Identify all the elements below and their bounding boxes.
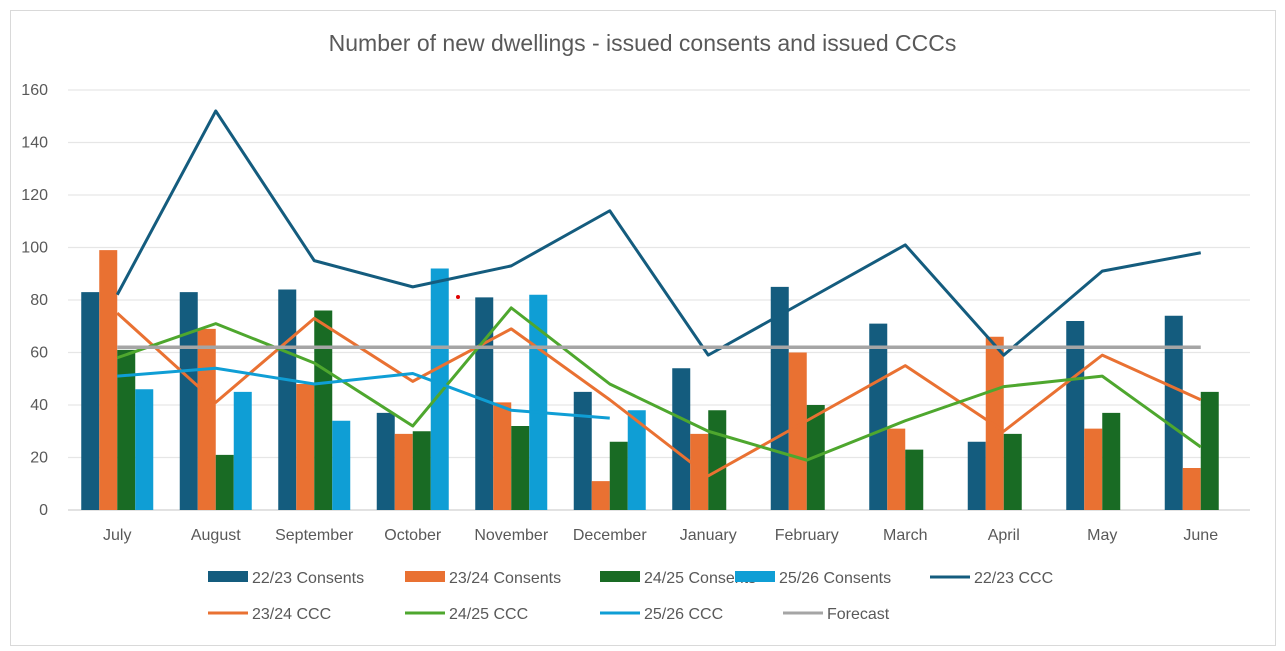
- chart-title: Number of new dwellings - issued consent…: [328, 30, 957, 56]
- line-series: [115, 109, 1202, 357]
- bar: [197, 328, 216, 510]
- chart-frame: [10, 10, 1276, 646]
- bar: [1182, 468, 1201, 510]
- y-tick-label: 140: [21, 135, 48, 152]
- x-tick-label: November: [474, 527, 548, 544]
- legend-label: 24/25 CCC: [449, 606, 528, 623]
- bar: [985, 336, 1004, 510]
- bar: [511, 426, 530, 510]
- x-tick-label: January: [680, 527, 737, 544]
- bar: [215, 454, 234, 510]
- bar: [314, 310, 333, 510]
- x-tick-label: September: [275, 527, 354, 544]
- bar: [233, 391, 252, 510]
- bar: [296, 384, 315, 510]
- stray-dot: [456, 295, 460, 299]
- y-tick-label: 40: [30, 397, 48, 414]
- legend-label: 25/26 Consents: [779, 570, 891, 587]
- bar: [967, 441, 986, 510]
- bar: [493, 402, 512, 510]
- bar: [332, 420, 351, 510]
- line-series: [116, 306, 1202, 462]
- bar: [135, 389, 154, 510]
- bar: [1200, 391, 1219, 510]
- y-tick-label: 120: [21, 187, 48, 204]
- bar: [869, 323, 888, 510]
- legend-swatch: [208, 571, 248, 582]
- bar: [708, 410, 727, 510]
- x-tick-label: October: [384, 527, 442, 544]
- bar: [1084, 428, 1103, 510]
- y-tick-label: 80: [30, 292, 48, 309]
- bar: [412, 431, 431, 510]
- bar: [609, 441, 628, 510]
- y-tick-label: 0: [39, 502, 48, 519]
- legend-label: 23/24 Consents: [449, 570, 561, 587]
- legend-label: 22/23 Consents: [252, 570, 364, 587]
- bar: [99, 250, 118, 510]
- bar: [690, 433, 709, 510]
- x-tick-label: December: [573, 527, 647, 544]
- y-tick-label: 20: [30, 450, 48, 467]
- bar: [591, 481, 610, 510]
- x-tick-label: June: [1183, 527, 1218, 544]
- line-series: [117, 366, 610, 420]
- bar: [475, 297, 494, 510]
- y-tick-label: 100: [21, 240, 48, 257]
- bar: [117, 349, 136, 510]
- legend-label: 22/23 CCC: [974, 570, 1053, 587]
- x-tick-label: August: [191, 527, 241, 544]
- bar: [394, 433, 413, 510]
- bar: [278, 289, 297, 510]
- legend-label: 23/24 CCC: [252, 606, 331, 623]
- bar: [887, 428, 906, 510]
- bar: [788, 352, 807, 510]
- legend-swatch: [735, 571, 775, 582]
- bar: [1102, 412, 1121, 510]
- bar: [81, 292, 100, 510]
- bar: [430, 268, 449, 510]
- bar: [1164, 315, 1183, 510]
- bar: [573, 391, 592, 510]
- legend-swatch: [405, 571, 445, 582]
- legend-label: 25/26 CCC: [644, 606, 723, 623]
- x-tick-label: July: [103, 527, 131, 544]
- bar: [905, 449, 924, 510]
- y-tick-label: 160: [21, 82, 48, 99]
- x-tick-label: February: [775, 527, 839, 544]
- x-tick-label: April: [988, 527, 1020, 544]
- bar: [179, 292, 198, 510]
- legend-label: 24/25 Consents: [644, 570, 756, 587]
- bar: [627, 410, 646, 510]
- bar: [672, 368, 691, 510]
- legend-label: Forecast: [827, 606, 890, 623]
- x-tick-label: March: [883, 527, 927, 544]
- y-tick-label: 60: [30, 345, 48, 362]
- line-series: [116, 312, 1202, 478]
- x-tick-label: May: [1087, 527, 1117, 544]
- bar: [1066, 321, 1085, 510]
- bar: [1003, 433, 1022, 510]
- legend-swatch: [600, 571, 640, 582]
- bar: [376, 412, 395, 510]
